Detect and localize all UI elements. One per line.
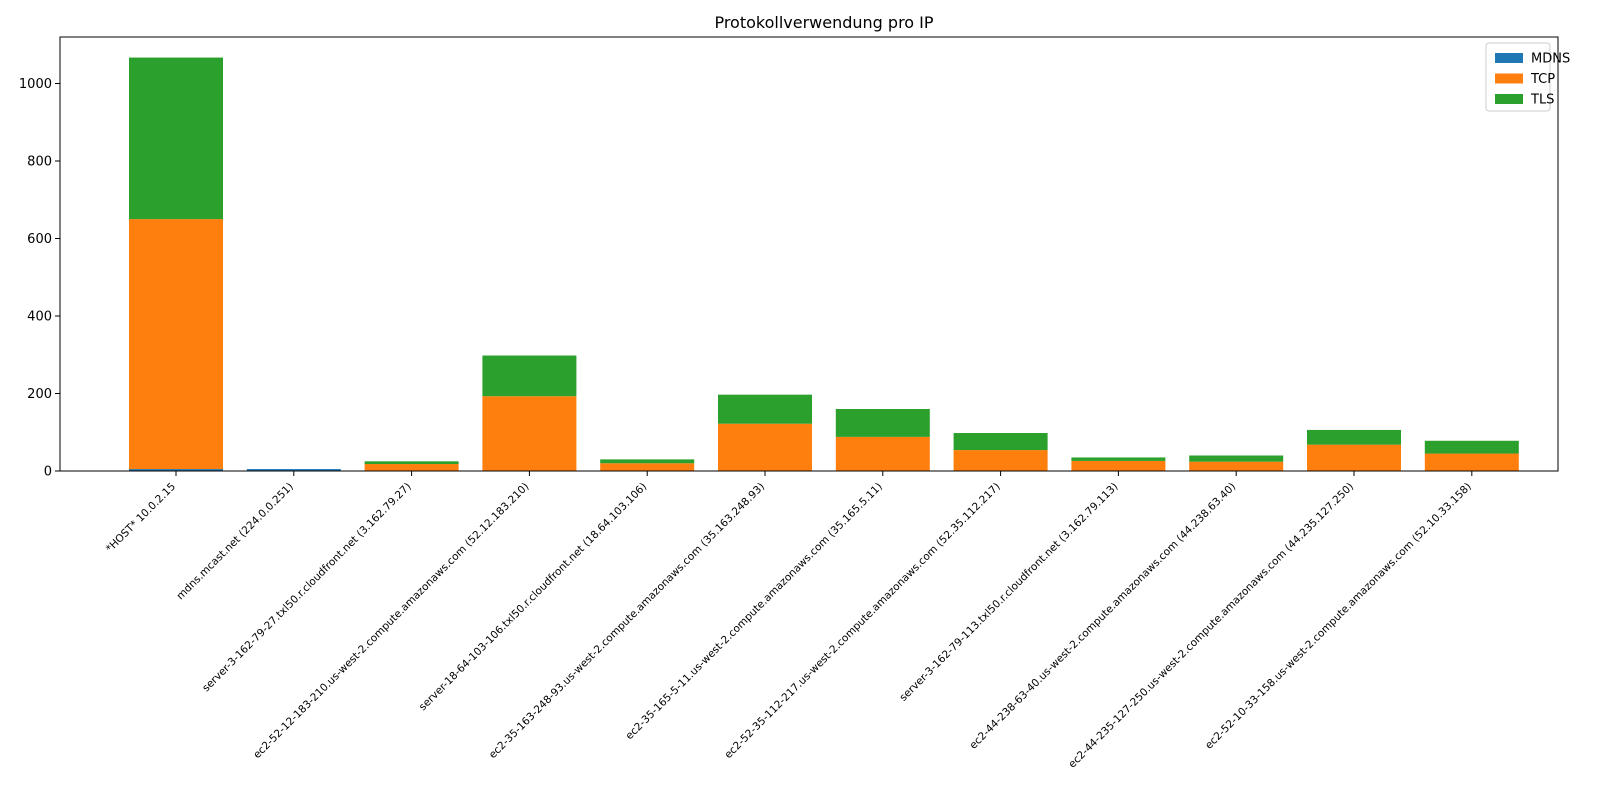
x-tick-label-0: *HOST* 10.0.2.15 [104, 481, 178, 555]
x-tick-label-1: mdns.mcast.net (224.0.0.251) [174, 481, 296, 603]
bar-tcp-6 [835, 436, 930, 471]
bar-tls-5 [718, 394, 812, 424]
bar-tcp-8 [1071, 460, 1166, 471]
legend-swatch-mdns [1495, 53, 1523, 63]
bar-tls-7 [953, 433, 1048, 451]
x-tick-label-4: server-18-64-103-106.txl50.r.cloudfront.… [417, 481, 650, 714]
bar-tls-9 [1189, 455, 1284, 462]
chart-title: Protokollverwendung pro IP [714, 13, 933, 32]
bar-mdns-0 [129, 469, 223, 471]
legend-swatch-tcp [1495, 73, 1523, 84]
bar-mdns-1 [246, 469, 341, 471]
bar-tls-11 [1424, 440, 1519, 454]
bar-tls-2 [364, 461, 459, 465]
bar-tcp-3 [482, 396, 577, 471]
bar-tls-0 [129, 57, 223, 220]
legend: MDNS TCP TLS [1485, 42, 1570, 112]
bars-group [129, 57, 1519, 471]
bar-tcp-0 [129, 219, 223, 470]
x-tick-label-5: ec2-35-163-248-93.us-west-2.compute.amaz… [487, 481, 767, 761]
y-tick-label-5: 1000 [19, 77, 52, 92]
legend-label-mdns: MDNS [1531, 52, 1570, 67]
x-tick-label-7: ec2-52-35-112-217.us-west-2.compute.amaz… [722, 481, 1002, 761]
legend-label-tcp: TCP [1530, 72, 1555, 87]
bar-tls-10 [1307, 429, 1401, 445]
bar-tls-3 [482, 355, 577, 397]
bar-tcp-7 [953, 450, 1048, 471]
x-tick-label-2: server-3-162-79-27.txl50.r.cloudfront.ne… [200, 481, 414, 695]
bar-tcp-4 [600, 463, 695, 471]
bar-tls-6 [835, 409, 930, 437]
y-tick-label-2: 400 [27, 310, 52, 325]
bar-tcp-5 [718, 423, 812, 471]
bar-tls-8 [1071, 457, 1166, 461]
x-tick-label-3: ec2-52-12-183-210.us-west-2.compute.amaz… [251, 481, 531, 761]
bar-tls-4 [600, 459, 695, 464]
x-tick-label-11: ec2-52-10-33-158.us-west-2.compute.amazo… [1203, 481, 1474, 752]
y-axis: 0 200 400 600 800 1000 [19, 77, 60, 480]
plot-frame [59, 36, 1559, 472]
x-tick-label-8: server-3-162-79-113.txl50.r.cloudfront.n… [897, 481, 1120, 704]
y-tick-label-3: 600 [27, 232, 52, 247]
legend-label-tls: TLS [1530, 93, 1554, 108]
bar-tcp-10 [1307, 444, 1401, 471]
y-tick-label-0: 0 [44, 465, 52, 480]
bar-tcp-2 [364, 464, 459, 471]
bar-tcp-11 [1424, 453, 1519, 471]
bar-tcp-9 [1189, 461, 1284, 471]
x-tick-label-10: ec2-44-235-127-250.us-west-2.compute.ama… [1066, 481, 1356, 771]
y-tick-label-1: 200 [27, 387, 52, 402]
x-tick-label-6: ec2-35-165-5-11.us-west-2.compute.amazon… [623, 481, 884, 742]
y-tick-label-4: 800 [27, 155, 52, 170]
x-tick-label-9: ec2-44-238-63-40.us-west-2.compute.amazo… [967, 481, 1238, 752]
legend-swatch-tls [1495, 94, 1523, 104]
